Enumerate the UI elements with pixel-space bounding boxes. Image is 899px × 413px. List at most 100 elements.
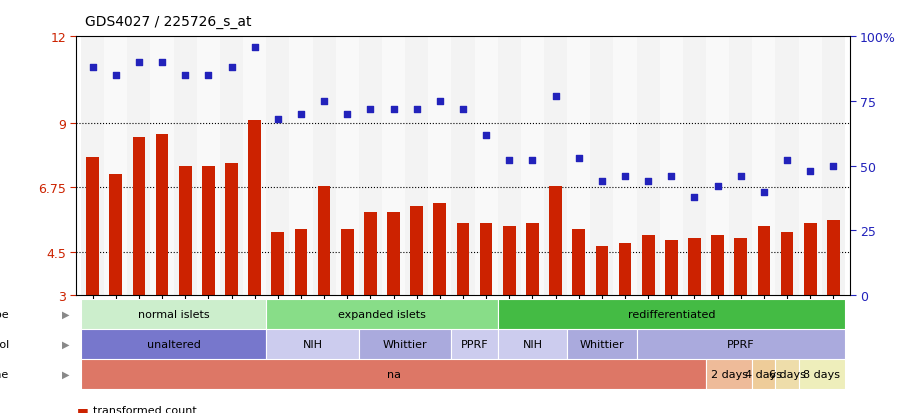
Bar (457, 223, 469, 295)
Point (710, 184, 725, 190)
Bar (317, 186, 331, 295)
Bar (804, 223, 816, 295)
Text: NIH: NIH (303, 339, 323, 349)
Point (294, 112, 308, 118)
Bar (567, 37, 591, 295)
Bar (480, 223, 493, 295)
Text: normal islets: normal islets (138, 309, 209, 319)
Bar (798, 359, 845, 389)
Bar (776, 359, 798, 389)
Bar (711, 235, 724, 295)
Bar (549, 186, 562, 295)
Point (85, 65, 100, 71)
Bar (503, 226, 516, 295)
Bar (706, 37, 729, 295)
Bar (591, 37, 613, 295)
Point (132, 60, 147, 66)
Point (363, 106, 378, 113)
Bar (665, 241, 678, 295)
Bar (433, 204, 446, 295)
Text: GDS4027 / 225726_s_at: GDS4027 / 225726_s_at (85, 15, 252, 29)
Bar (382, 37, 405, 295)
Bar (359, 37, 382, 295)
Bar (197, 37, 220, 295)
Point (757, 189, 771, 195)
Bar (313, 37, 335, 295)
Text: ▶: ▶ (62, 309, 69, 319)
Point (432, 98, 447, 105)
Point (247, 44, 262, 51)
Bar (636, 37, 660, 295)
Bar (758, 226, 770, 295)
Point (779, 158, 794, 164)
Point (734, 173, 748, 180)
Bar (128, 37, 150, 295)
Bar (688, 238, 701, 295)
Bar (289, 37, 313, 295)
Bar (752, 359, 776, 389)
Bar (150, 37, 174, 295)
Text: na: na (387, 369, 401, 379)
Bar (359, 329, 451, 359)
Bar (295, 229, 307, 295)
Bar (451, 37, 475, 295)
Bar (451, 329, 498, 359)
Point (387, 106, 401, 113)
Bar (498, 329, 567, 359)
Bar (248, 120, 261, 295)
Point (641, 178, 655, 185)
Text: time: time (0, 369, 9, 379)
Bar (706, 359, 752, 389)
Bar (619, 244, 631, 295)
Bar (387, 212, 400, 295)
Bar (225, 164, 238, 295)
Bar (544, 37, 567, 295)
Bar (660, 37, 683, 295)
Bar (567, 329, 636, 359)
Bar (271, 232, 284, 295)
Bar (498, 37, 521, 295)
Bar (202, 166, 215, 295)
Point (201, 73, 216, 79)
Bar (827, 221, 840, 295)
Text: Whittier: Whittier (580, 339, 624, 349)
Point (618, 173, 632, 180)
Bar (81, 299, 266, 329)
Text: cell type: cell type (0, 309, 9, 319)
Bar (642, 235, 654, 295)
Bar (428, 37, 451, 295)
Point (178, 73, 192, 79)
Bar (683, 37, 706, 295)
Point (317, 98, 332, 105)
Bar (475, 37, 498, 295)
Point (803, 168, 817, 175)
Bar (81, 329, 266, 359)
Text: redifferentiated: redifferentiated (628, 309, 715, 319)
Bar (266, 299, 498, 329)
Bar (410, 206, 423, 295)
Point (479, 132, 494, 139)
Bar (335, 37, 359, 295)
Point (271, 116, 285, 123)
Text: 4 days: 4 days (745, 369, 782, 379)
Bar (734, 238, 747, 295)
Text: ■: ■ (76, 405, 88, 413)
Point (826, 163, 841, 170)
Bar (179, 166, 191, 295)
Bar (405, 37, 428, 295)
Text: NIH: NIH (522, 339, 542, 349)
Bar (266, 329, 359, 359)
Bar (341, 229, 353, 295)
Bar (822, 37, 845, 295)
Point (456, 106, 470, 113)
Text: transformed count: transformed count (93, 405, 196, 413)
Point (664, 173, 679, 180)
Point (410, 106, 424, 113)
Text: 2 days: 2 days (711, 369, 748, 379)
Point (340, 112, 354, 118)
Text: 6 days: 6 days (769, 369, 806, 379)
Bar (156, 135, 168, 295)
Point (687, 194, 701, 201)
Bar (595, 247, 609, 295)
Text: protocol: protocol (0, 339, 9, 349)
